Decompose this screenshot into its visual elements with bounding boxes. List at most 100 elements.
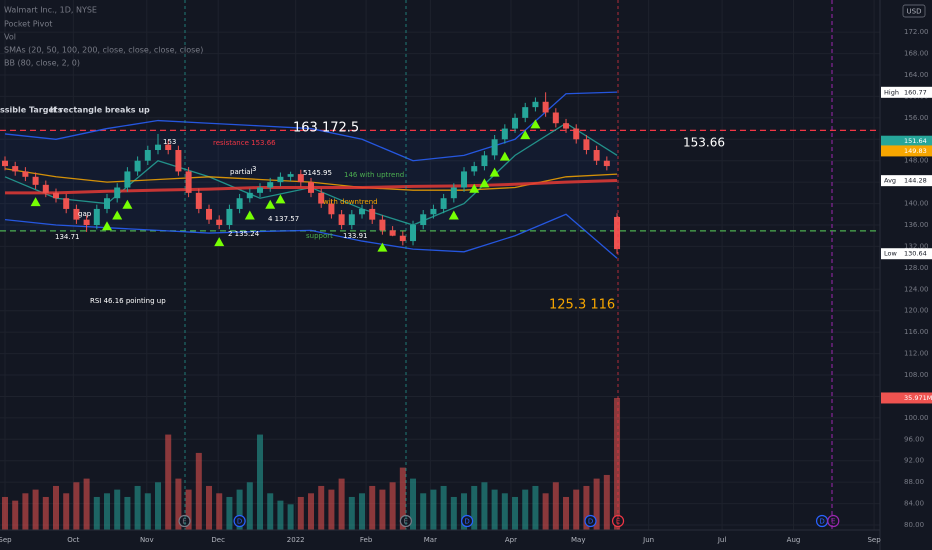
volume-bar	[287, 504, 294, 530]
x-tick-label: May	[571, 536, 585, 544]
y-tick-label: 164.00	[904, 71, 929, 79]
pocket-pivot	[499, 151, 510, 161]
range-box	[0, 130, 618, 231]
candle-body	[1, 160, 8, 167]
price-label-name: High	[884, 88, 899, 96]
candle-body	[603, 160, 610, 167]
volume-bar	[195, 452, 202, 530]
price-label-box	[881, 145, 932, 157]
volume-bar	[389, 482, 396, 530]
pocket-pivot	[122, 199, 133, 209]
annotation: 3	[252, 165, 256, 173]
volume-bar	[481, 482, 488, 530]
pocket-pivot	[479, 178, 490, 188]
annotation: support	[306, 232, 333, 240]
volume-bar	[42, 496, 49, 530]
event-marker	[611, 514, 625, 528]
volume-bar	[420, 493, 427, 530]
volume-label: 35.971M	[904, 394, 932, 402]
candle-body	[328, 203, 335, 215]
candle-body	[246, 192, 253, 199]
x-tick-label: Sep	[0, 536, 12, 544]
y-tick-label: 120.00	[904, 307, 929, 315]
candle-body	[267, 182, 274, 188]
y-tick-label: 148.00	[904, 157, 929, 165]
volume-bar	[216, 493, 223, 530]
candle-body	[226, 208, 233, 226]
annotation: 4 137.57	[268, 215, 299, 223]
volume-bar	[257, 434, 264, 530]
y-tick-label: 112.00	[904, 350, 929, 358]
volume-bar	[165, 434, 172, 530]
event-label: E	[831, 518, 835, 526]
volume-bar	[379, 489, 386, 530]
volume-bar	[308, 493, 315, 530]
annotation: ssible Targets	[0, 106, 63, 115]
annotation: resistance 153.66	[213, 139, 276, 147]
candle-body	[287, 174, 294, 177]
pocket-pivot	[102, 221, 113, 231]
y-tick-label: 128.00	[904, 264, 929, 272]
annotation: 125.3 116	[549, 298, 615, 313]
candle-body	[206, 208, 213, 220]
indicator-label: Pocket Pivot	[4, 20, 52, 29]
volume-bar	[267, 493, 274, 530]
x-tick-label: Feb	[360, 536, 373, 544]
candle-body	[461, 171, 468, 188]
candle-body	[430, 208, 437, 215]
annotation: 146 with uptrend	[344, 171, 404, 179]
volume-bar	[491, 489, 498, 530]
pocket-pivot	[265, 199, 276, 209]
y-tick-label: 108.00	[904, 371, 929, 379]
y-tick-label: 96.00	[904, 435, 924, 443]
x-tick-label: Nov	[140, 536, 154, 544]
candle-body	[501, 128, 508, 140]
volume-bar	[450, 496, 457, 530]
volume-bar	[73, 482, 80, 530]
candle-body	[63, 198, 70, 209]
volume-bar	[32, 489, 39, 530]
candle-body	[471, 166, 478, 172]
candle-body	[134, 160, 141, 172]
annotation: If rectangle breaks up	[50, 106, 150, 115]
candle-body	[73, 208, 80, 220]
volume-bar	[246, 482, 253, 530]
volume-bar	[440, 485, 447, 530]
candle-body	[308, 182, 315, 193]
price-label-box	[881, 86, 932, 98]
candle-body	[583, 139, 590, 151]
volume-bar	[318, 485, 325, 530]
volume-bar	[573, 489, 580, 530]
indicator-label: Vol	[4, 33, 16, 42]
candle-body	[236, 198, 243, 209]
x-tick-label: Aug	[787, 536, 801, 544]
volume-bar	[124, 496, 131, 530]
candle-body	[195, 192, 202, 209]
x-tick-label: Mar	[424, 536, 437, 544]
candle-body	[542, 101, 549, 113]
annotation: 5145.95	[303, 169, 332, 177]
event-label: D	[819, 518, 824, 526]
currency-box	[902, 4, 926, 18]
indicator-label: SMAs (20, 50, 100, 200, close, close, cl…	[4, 46, 203, 55]
candle-body	[155, 144, 162, 151]
volume-bar	[522, 489, 529, 530]
candle-body	[22, 171, 29, 177]
candle-body	[12, 166, 19, 172]
annotation: RSI 46.16 pointing up	[90, 297, 166, 305]
pocket-pivot	[469, 183, 480, 193]
candle-body	[379, 219, 386, 231]
candle-body	[348, 214, 355, 226]
y-tick-label: 100.00	[904, 414, 929, 422]
event-label: D	[588, 518, 593, 526]
volume-bar	[155, 482, 162, 530]
candle-body	[491, 139, 498, 156]
volume-bar	[471, 485, 478, 530]
candle-body	[450, 187, 457, 199]
currency: USD	[907, 8, 922, 16]
volume-bar	[501, 493, 508, 530]
price-axis	[880, 0, 932, 550]
volume-bar	[22, 493, 29, 530]
x-tick-label: Dec	[211, 536, 225, 544]
